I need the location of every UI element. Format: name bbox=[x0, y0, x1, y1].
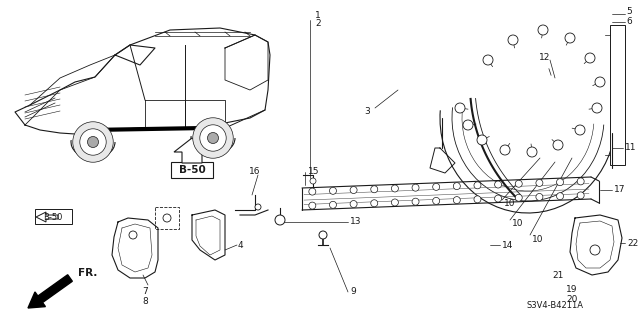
Circle shape bbox=[500, 145, 510, 155]
Text: 8: 8 bbox=[142, 296, 148, 306]
Circle shape bbox=[453, 197, 460, 204]
Circle shape bbox=[392, 185, 398, 192]
Text: 1: 1 bbox=[315, 11, 321, 19]
Text: 17: 17 bbox=[614, 186, 625, 195]
FancyBboxPatch shape bbox=[35, 209, 72, 224]
Circle shape bbox=[433, 183, 440, 190]
Circle shape bbox=[590, 245, 600, 255]
Circle shape bbox=[310, 178, 316, 184]
Circle shape bbox=[536, 180, 543, 187]
Circle shape bbox=[275, 215, 285, 225]
Circle shape bbox=[455, 103, 465, 113]
Text: 10: 10 bbox=[532, 234, 543, 243]
Circle shape bbox=[412, 198, 419, 205]
Text: 20: 20 bbox=[566, 295, 578, 305]
Circle shape bbox=[553, 140, 563, 150]
Circle shape bbox=[412, 184, 419, 191]
Circle shape bbox=[557, 193, 564, 200]
Circle shape bbox=[538, 25, 548, 35]
Circle shape bbox=[474, 182, 481, 189]
Circle shape bbox=[557, 179, 564, 186]
Circle shape bbox=[330, 201, 337, 208]
Circle shape bbox=[371, 200, 378, 207]
Text: 15: 15 bbox=[308, 167, 319, 176]
Text: FR.: FR. bbox=[78, 268, 97, 278]
Text: 13: 13 bbox=[350, 218, 362, 226]
Circle shape bbox=[595, 77, 605, 87]
Circle shape bbox=[577, 178, 584, 185]
Text: 19: 19 bbox=[566, 286, 578, 294]
Polygon shape bbox=[174, 138, 210, 163]
Circle shape bbox=[163, 214, 171, 222]
Text: S3V4-B4211A: S3V4-B4211A bbox=[527, 300, 584, 309]
Circle shape bbox=[477, 135, 487, 145]
Text: 11: 11 bbox=[625, 144, 637, 152]
Circle shape bbox=[527, 147, 537, 157]
Text: 9: 9 bbox=[350, 287, 356, 296]
Text: 10: 10 bbox=[512, 219, 524, 228]
Circle shape bbox=[193, 118, 233, 158]
Circle shape bbox=[88, 137, 99, 147]
Circle shape bbox=[350, 201, 357, 208]
Circle shape bbox=[463, 120, 473, 130]
Text: 21: 21 bbox=[552, 271, 564, 280]
Circle shape bbox=[585, 53, 595, 63]
Circle shape bbox=[392, 199, 398, 206]
Text: 14: 14 bbox=[502, 241, 513, 249]
Circle shape bbox=[577, 192, 584, 199]
FancyBboxPatch shape bbox=[171, 162, 213, 178]
Circle shape bbox=[129, 231, 137, 239]
Circle shape bbox=[350, 187, 357, 194]
Circle shape bbox=[80, 129, 106, 155]
Circle shape bbox=[592, 103, 602, 113]
Text: 6: 6 bbox=[626, 17, 632, 26]
Text: 16: 16 bbox=[249, 167, 260, 176]
FancyArrow shape bbox=[28, 275, 72, 308]
Circle shape bbox=[453, 182, 460, 189]
Text: 12: 12 bbox=[540, 54, 550, 63]
Circle shape bbox=[309, 202, 316, 209]
Circle shape bbox=[207, 132, 218, 144]
Circle shape bbox=[474, 196, 481, 203]
Circle shape bbox=[330, 187, 337, 194]
Circle shape bbox=[309, 188, 316, 195]
Text: B-50: B-50 bbox=[179, 165, 205, 175]
Text: 4: 4 bbox=[238, 241, 244, 249]
Circle shape bbox=[515, 180, 522, 187]
Circle shape bbox=[73, 122, 113, 162]
Text: 3: 3 bbox=[364, 108, 370, 116]
Text: B-50: B-50 bbox=[44, 212, 63, 221]
Circle shape bbox=[536, 193, 543, 200]
Circle shape bbox=[508, 35, 518, 45]
Text: 2: 2 bbox=[315, 19, 321, 28]
Text: 10: 10 bbox=[504, 199, 515, 209]
Text: 22: 22 bbox=[627, 239, 638, 248]
Circle shape bbox=[433, 197, 440, 204]
Text: 7: 7 bbox=[142, 287, 148, 296]
FancyBboxPatch shape bbox=[155, 207, 179, 229]
Circle shape bbox=[319, 231, 327, 239]
Circle shape bbox=[371, 186, 378, 193]
Bar bbox=[610, 25, 625, 165]
Circle shape bbox=[495, 181, 502, 188]
Circle shape bbox=[483, 55, 493, 65]
Circle shape bbox=[255, 204, 261, 210]
Polygon shape bbox=[36, 212, 58, 222]
Circle shape bbox=[495, 195, 502, 202]
Circle shape bbox=[515, 194, 522, 201]
Circle shape bbox=[565, 33, 575, 43]
Circle shape bbox=[575, 125, 585, 135]
Text: 5: 5 bbox=[626, 8, 632, 17]
Circle shape bbox=[200, 125, 226, 151]
